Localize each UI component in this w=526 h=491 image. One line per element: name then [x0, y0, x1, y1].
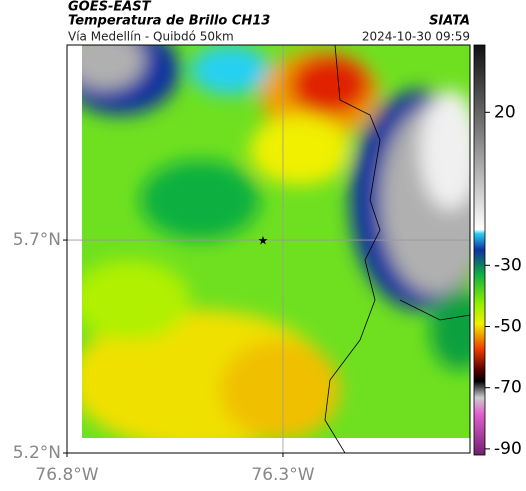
colorbar-tick-label: 20: [494, 102, 516, 122]
subtitle: Vía Medellín - Quibdó 50km: [68, 30, 234, 44]
source: GOES-EAST: [68, 0, 152, 15]
y-tick-label: 5.7°N: [13, 230, 61, 250]
colorbar-tick-label: -70: [494, 378, 522, 398]
colorbar-tick-label: -90: [494, 439, 522, 459]
y-tick-label: 5.2°N: [13, 443, 61, 463]
x-tick-label: 76.3°W: [251, 465, 314, 485]
colorbar-tick-label: -30: [494, 255, 522, 275]
x-tick-label: 76.8°W: [35, 465, 98, 485]
org: SIATA: [429, 14, 470, 29]
title: Temperatura de Brillo CH13: [68, 14, 270, 29]
datetime: 2024-10-30 09:59: [362, 30, 470, 44]
brightness-field: [82, 45, 470, 438]
colorbar-tick-label: -50: [494, 316, 522, 336]
border: [399, 299, 471, 321]
border: [324, 44, 381, 454]
location-marker: ★: [258, 234, 269, 248]
map-frame: [66, 44, 471, 454]
colorbar: [473, 44, 486, 456]
